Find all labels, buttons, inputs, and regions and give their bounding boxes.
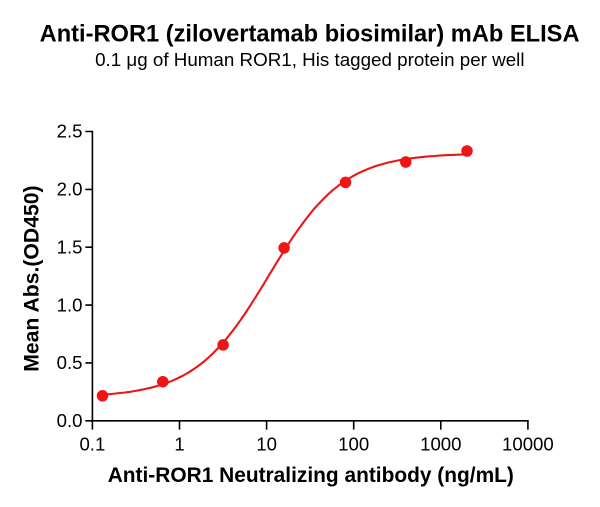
svg-text:2.0: 2.0	[57, 179, 83, 200]
svg-text:10: 10	[256, 433, 277, 454]
svg-text:1: 1	[174, 433, 184, 454]
svg-text:100: 100	[338, 433, 369, 454]
svg-text:1.0: 1.0	[57, 294, 83, 315]
svg-text:2.5: 2.5	[57, 121, 83, 142]
svg-text:0.5: 0.5	[57, 352, 83, 373]
svg-text:1.5: 1.5	[57, 236, 83, 257]
svg-text:1000: 1000	[420, 433, 461, 454]
svg-text:Anti-ROR1 Neutralizing antibod: Anti-ROR1 Neutralizing antibody (ng/mL)	[108, 464, 514, 487]
svg-text:0.1: 0.1	[79, 433, 105, 454]
svg-text:Mean Abs.(OD450): Mean Abs.(OD450)	[21, 185, 44, 371]
svg-text:0.0: 0.0	[57, 410, 83, 431]
svg-text:0.1 μg of Human ROR1, His tagg: 0.1 μg of Human ROR1, His tagged protein…	[95, 49, 524, 70]
svg-text:Anti-ROR1 (zilovertamab biosim: Anti-ROR1 (zilovertamab biosimilar) mAb …	[40, 22, 580, 48]
svg-text:10000: 10000	[502, 433, 554, 454]
